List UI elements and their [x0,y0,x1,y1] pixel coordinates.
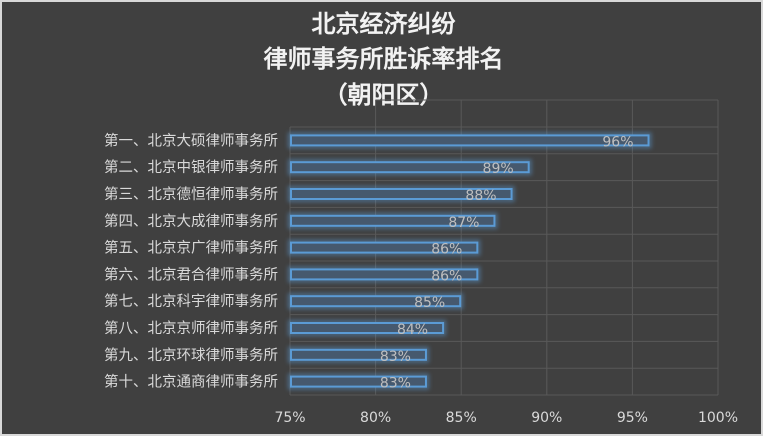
chart-title-line-2: 律师事务所胜诉率排名 [263,45,504,73]
category-label: 第八、北京京师律师事务所 [104,319,278,337]
category-label: 第五、北京京广律师事务所 [104,239,278,257]
bar [290,295,462,308]
x-tick-label: 75% [274,410,305,426]
bar [290,268,479,281]
category-label: 第九、北京环球律师事务所 [104,346,278,364]
data-label: 86% [431,242,462,258]
data-label: 83% [380,349,411,365]
data-label: 84% [397,322,428,338]
category-label: 第六、北京君合律师事务所 [104,265,278,283]
data-label: 85% [414,295,445,311]
data-label: 96% [602,134,633,150]
category-label: 第三、北京德恒律师事务所 [104,185,278,203]
bar [290,214,496,227]
data-label: 86% [431,268,462,284]
x-tick-label: 95% [617,410,648,426]
x-tick-label: 100% [698,410,738,426]
bar [290,375,427,388]
data-label: 88% [465,188,496,204]
bar [290,161,530,174]
x-tick-label: 80% [360,410,391,426]
category-label: 第十、北京通商律师事务所 [104,373,278,391]
data-label: 89% [483,161,514,177]
data-label: 83% [380,376,411,392]
category-label: 第一、北京大硕律师事务所 [104,131,278,149]
category-label: 第七、北京科宇律师事务所 [104,292,278,310]
bar [290,241,479,254]
bar [290,188,513,200]
data-label: 87% [448,215,479,231]
chart-title-line-3: （朝阳区） [323,81,444,109]
bar [290,134,650,147]
bar [290,348,427,361]
bar [290,322,445,334]
category-label: 第二、北京中银律师事务所 [104,158,278,176]
chart-title-line-1: 北京经济纠纷 [311,10,456,38]
x-tick-label: 85% [446,410,477,426]
x-tick-label: 90% [531,410,562,426]
category-label: 第四、北京大成律师事务所 [104,212,278,230]
